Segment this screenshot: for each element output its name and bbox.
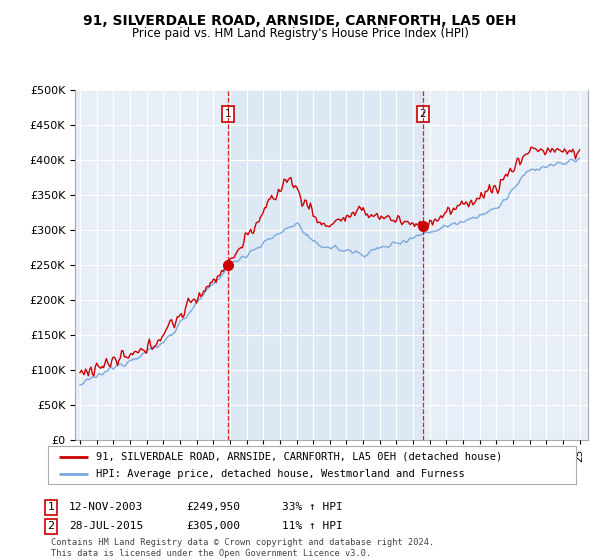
Text: 91, SILVERDALE ROAD, ARNSIDE, CARNFORTH, LA5 0EH: 91, SILVERDALE ROAD, ARNSIDE, CARNFORTH,…: [83, 14, 517, 28]
Text: 2: 2: [419, 109, 426, 119]
Text: 28-JUL-2015: 28-JUL-2015: [69, 521, 143, 531]
Text: 1: 1: [224, 109, 231, 119]
Text: Price paid vs. HM Land Registry's House Price Index (HPI): Price paid vs. HM Land Registry's House …: [131, 27, 469, 40]
Text: 11% ↑ HPI: 11% ↑ HPI: [282, 521, 343, 531]
Text: £305,000: £305,000: [186, 521, 240, 531]
Text: Contains HM Land Registry data © Crown copyright and database right 2024.
This d: Contains HM Land Registry data © Crown c…: [51, 538, 434, 558]
Text: HPI: Average price, detached house, Westmorland and Furness: HPI: Average price, detached house, West…: [95, 469, 464, 479]
Bar: [228, 90, 423, 440]
Text: 2: 2: [47, 521, 55, 531]
Text: 12-NOV-2003: 12-NOV-2003: [69, 502, 143, 512]
Text: 91, SILVERDALE ROAD, ARNSIDE, CARNFORTH, LA5 0EH (detached house): 91, SILVERDALE ROAD, ARNSIDE, CARNFORTH,…: [95, 452, 502, 462]
Text: £249,950: £249,950: [186, 502, 240, 512]
Text: 33% ↑ HPI: 33% ↑ HPI: [282, 502, 343, 512]
Text: 1: 1: [47, 502, 55, 512]
